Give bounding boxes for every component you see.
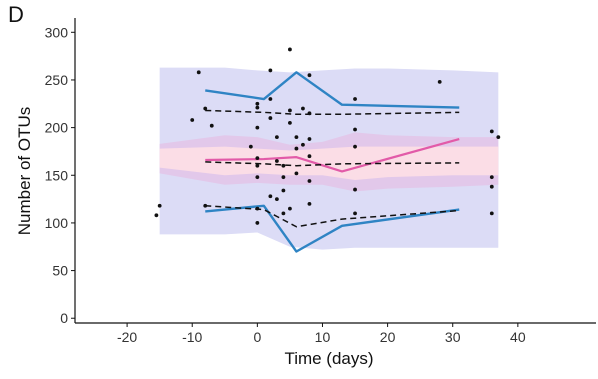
data-point (255, 125, 260, 130)
data-point (489, 129, 494, 134)
x-tick-label: 0 (253, 329, 261, 345)
data-point (268, 116, 273, 120)
y-tick-label: 250 (45, 72, 69, 88)
series-line-black-dashed-3 (205, 109, 460, 116)
data-point (288, 120, 292, 125)
data-points (154, 47, 501, 225)
data-point (353, 187, 357, 192)
panel-label: D (8, 2, 24, 27)
data-point (307, 73, 312, 78)
data-point (157, 203, 162, 208)
series-lines (205, 71, 460, 253)
data-point (437, 79, 442, 84)
data-point (353, 211, 357, 216)
data-point (307, 137, 312, 141)
data-point (255, 175, 260, 180)
confidence-bands (159, 67, 499, 250)
data-point (294, 171, 299, 176)
y-tick-label: 200 (45, 120, 69, 136)
series-line-black-dashed-5 (205, 205, 460, 228)
data-point (353, 144, 357, 149)
axes: 0 50 100 150 200 250 300 -20 -10 0 10 20 30 40 (45, 18, 596, 345)
data-point (294, 135, 299, 140)
y-tick-label: 50 (52, 263, 68, 279)
series-line-pink-solid-2 (205, 137, 460, 173)
data-point (248, 144, 253, 149)
data-point (255, 156, 260, 161)
data-point (288, 47, 292, 52)
x-tick-label: 10 (315, 329, 331, 345)
data-point (268, 97, 273, 101)
data-point (268, 194, 273, 199)
data-point (489, 175, 494, 180)
data-point (353, 97, 357, 101)
data-point (281, 163, 286, 168)
data-point (255, 105, 260, 110)
data-point (489, 184, 494, 189)
x-tick-label: 40 (510, 329, 526, 345)
data-point (196, 70, 201, 75)
data-point (255, 101, 260, 106)
data-point (203, 106, 208, 111)
y-axis-title: Number of OTUs (15, 107, 34, 235)
data-point (154, 213, 159, 218)
data-point (307, 201, 312, 206)
data-point (307, 179, 312, 183)
data-point (281, 211, 286, 216)
data-point (353, 127, 357, 132)
data-point (288, 108, 292, 113)
data-point (294, 146, 299, 151)
data-point (209, 123, 214, 128)
y-tick-label: 0 (60, 310, 68, 326)
data-point (255, 206, 260, 211)
data-point (489, 211, 494, 216)
data-point (255, 221, 260, 225)
x-tick-label: -20 (117, 329, 137, 345)
data-point (496, 135, 501, 140)
data-point (274, 135, 279, 140)
x-axis-title: Time (days) (284, 349, 373, 368)
data-point (268, 68, 273, 73)
data-point (281, 188, 286, 193)
data-point (307, 154, 312, 159)
data-point (190, 118, 195, 122)
series-line-black-dashed-4 (205, 161, 460, 167)
data-point (255, 163, 260, 168)
y-tick-label: 150 (45, 167, 69, 183)
data-point (301, 106, 305, 111)
data-point (301, 142, 305, 147)
y-tick-label: 300 (45, 24, 69, 40)
data-point (274, 197, 279, 201)
data-point (288, 206, 292, 211)
data-point (274, 159, 279, 163)
series-line-blue-solid-1 (205, 204, 460, 253)
data-point (307, 111, 312, 116)
data-point (281, 175, 286, 180)
x-tick-label: -10 (182, 329, 202, 345)
x-tick-label: 20 (380, 329, 396, 345)
y-tick-label: 100 (45, 215, 69, 231)
data-point (203, 203, 208, 208)
x-tick-label: 30 (445, 329, 461, 345)
band-inner-core (159, 146, 499, 181)
series-line-blue-solid-0 (205, 71, 460, 109)
